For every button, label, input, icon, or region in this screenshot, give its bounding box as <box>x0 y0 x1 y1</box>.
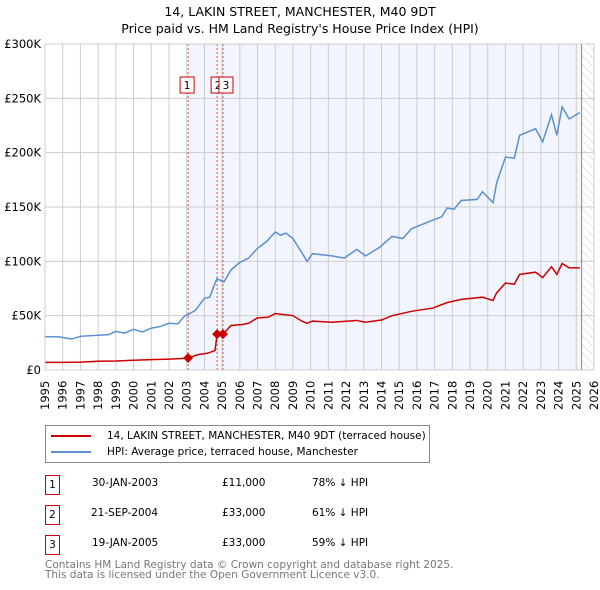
transaction-date: 19-JAN-2005 <box>92 537 159 549</box>
y-tick-label: £300K <box>4 37 41 51</box>
x-tick-label: 1999 <box>109 381 123 410</box>
y-tick-label: £50K <box>12 309 42 323</box>
red-line-swatch <box>51 435 91 437</box>
sale-point <box>212 329 223 340</box>
x-tick-label: 2006 <box>233 381 247 410</box>
x-tick-label: 2003 <box>180 381 194 410</box>
chart-subtitle: Price paid vs. HM Land Registry's House … <box>121 21 479 36</box>
property-price-line <box>45 262 580 364</box>
transaction-hpi: 78% ↓ HPI <box>312 477 369 489</box>
x-tick-label: 2019 <box>463 381 477 410</box>
x-tick-label: 2002 <box>162 381 176 410</box>
x-tick-label: 2025 <box>569 381 583 410</box>
footer: Contains HM Land Registry data © Crown c… <box>45 559 454 581</box>
sale-label-box <box>218 76 234 94</box>
legend-item-hpi: HPI: Average price, terraced house, Manc… <box>46 444 358 460</box>
x-tick-label: 2014 <box>374 381 388 410</box>
x-tick-label: 2023 <box>534 381 548 410</box>
plot-border <box>44 43 595 371</box>
transaction-price: £33,000 <box>222 507 266 519</box>
x-tick-label: 2012 <box>339 381 353 410</box>
transaction-price: £33,000 <box>222 537 266 549</box>
y-tick-label: £0 <box>26 363 41 377</box>
price-chart: 1995 1996 1997 1998 1999 2000 2001 2002 2003 2004… <box>4 37 600 410</box>
x-tick-label: 2005 <box>215 381 229 410</box>
x-tick-label: 2017 <box>428 381 442 410</box>
x-tick-label: 2021 <box>498 381 512 410</box>
transaction-marker: 2 <box>45 505 60 525</box>
sale-point <box>217 329 228 340</box>
blue-line-swatch <box>51 451 91 453</box>
hpi-line <box>44 104 581 340</box>
x-tick-label: 2008 <box>268 381 282 410</box>
x-tick-label: 2015 <box>392 381 406 410</box>
transaction-hpi: 59% ↓ HPI <box>312 537 369 549</box>
x-tick-label: 1997 <box>73 381 87 410</box>
transaction-price: £11,000 <box>222 477 266 489</box>
transaction-marker: 1 <box>45 475 60 495</box>
transaction-marker: 3 <box>45 535 60 555</box>
copyright-text: Contains HM Land Registry data © Crown c… <box>45 559 454 571</box>
x-tick-label: 2009 <box>286 381 300 410</box>
x-tick-label: 2000 <box>127 381 141 410</box>
chart-title: 14, LAKIN STREET, MANCHESTER, M40 9DT <box>164 4 436 19</box>
sale-label: 3 <box>223 80 230 92</box>
transaction-hpi: 61% ↓ HPI <box>312 507 369 519</box>
y-tick-label: £100K <box>4 254 41 268</box>
x-tick-label: 1996 <box>56 381 70 410</box>
x-tick-label: 2024 <box>552 381 566 410</box>
y-tick-label: £250K <box>4 91 41 105</box>
x-tick-label: 2001 <box>144 381 158 410</box>
x-tick-label: 2013 <box>357 381 371 410</box>
sale-label: 2 <box>215 80 222 92</box>
legend-label-hpi: HPI: Average price, terraced house, Manc… <box>107 446 358 458</box>
transaction-date: 21-SEP-2004 <box>91 507 159 519</box>
sale-label: 1 <box>184 80 191 92</box>
legend-item-property: 14, LAKIN STREET, MANCHESTER, M40 9DT (t… <box>46 428 426 444</box>
x-tick-label: 2004 <box>197 381 211 410</box>
x-tick-label: 2026 <box>587 381 600 410</box>
x-tick-label: 2007 <box>251 381 265 410</box>
x-tick-label: 2022 <box>516 381 530 410</box>
sale-point <box>183 353 194 364</box>
legend: 14, LAKIN STREET, MANCHESTER, M40 9DT (t… <box>45 425 430 463</box>
legend-label-property: 14, LAKIN STREET, MANCHESTER, M40 9DT (t… <box>107 430 426 442</box>
licence-text: This data is licensed under the Open Gov… <box>45 569 380 581</box>
y-tick-label: £200K <box>4 146 41 160</box>
x-tick-label: 1998 <box>91 381 105 410</box>
x-tick-label: 2010 <box>304 381 318 410</box>
x-tick-label: 2011 <box>321 381 335 410</box>
y-tick-label: £150K <box>4 200 41 214</box>
x-tick-label: 2016 <box>410 381 424 410</box>
transaction-date: 30-JAN-2003 <box>92 477 159 489</box>
sale-label-box <box>179 76 195 94</box>
x-tick-label: 1995 <box>38 381 52 410</box>
x-tick-label: 2018 <box>445 381 459 410</box>
x-tick-label: 2020 <box>481 381 495 410</box>
